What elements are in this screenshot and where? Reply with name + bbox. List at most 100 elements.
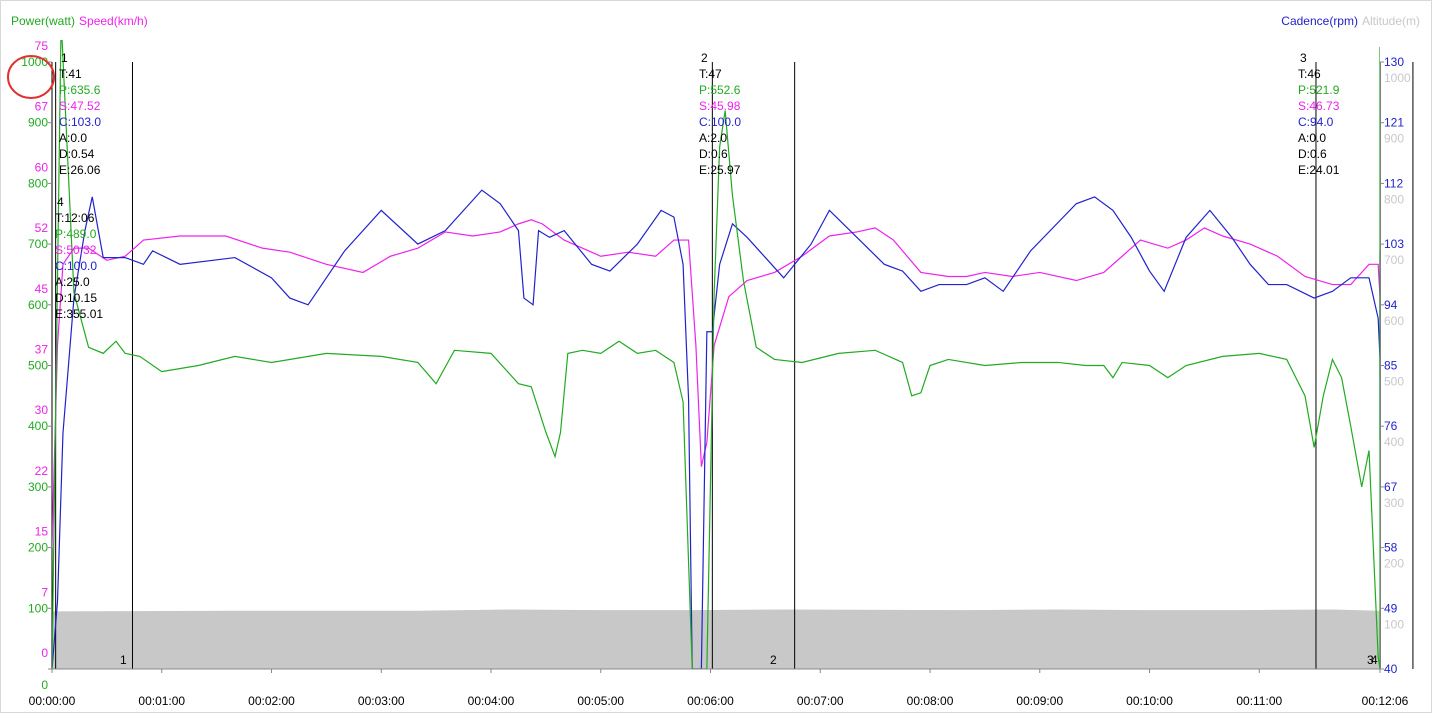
altitude-area (52, 609, 1380, 669)
x-tick-label: 00:00:00 (29, 694, 76, 708)
x-tick-label: 00:11:00 (1236, 694, 1282, 708)
lap-2-stat-T: T:47 (699, 67, 722, 81)
lap-1-stat-T: T:41 (59, 67, 82, 81)
power-tick-label: 600 (28, 298, 48, 312)
cadence-tick-label: 49 (1384, 601, 1398, 615)
legend-left: Power(watt) Speed(km/h) (11, 14, 152, 28)
power-tick-label: 0 (41, 678, 48, 692)
x-tick-label: 00:04:00 (468, 694, 515, 708)
annotation-circle (7, 55, 55, 99)
power-tick-label: 400 (28, 419, 48, 433)
legend-right: Cadence(rpm) Altitude(m) (1281, 14, 1420, 28)
lap-3-stat-C: C:94.0 (1298, 115, 1334, 129)
cadence-line (52, 189, 1380, 669)
lap-1-stat-E: E:26.06 (59, 163, 101, 177)
x-tick-label: 00:12:06 (1362, 694, 1409, 708)
altitude-tick-label: 200 (1384, 557, 1404, 571)
power-tick-label: 700 (28, 237, 48, 251)
altitude-tick-label: 800 (1384, 192, 1404, 206)
lap-bottom-label-1: 1 (120, 653, 127, 667)
cadence-tick-label: 76 (1384, 419, 1398, 433)
lap-1-stat-C: C:103.0 (59, 115, 101, 129)
lap-4-stat-T: T:12:06 (55, 211, 95, 225)
power-tick-label: 800 (28, 176, 48, 190)
lap-1-number: 1 (61, 51, 68, 65)
lap-1-stat-P: P:635.6 (59, 83, 101, 97)
lap-3-stat-T: T:46 (1298, 67, 1321, 81)
lap-4-stat-S: S:50.32 (55, 243, 97, 257)
x-tick-label: 00:05:00 (577, 694, 624, 708)
lap-4-stat-A: A:25.0 (55, 275, 90, 289)
lap-3-number: 3 (1300, 51, 1307, 65)
lap-4-stat-D: D:10.15 (55, 291, 97, 305)
altitude-tick-label: 900 (1384, 132, 1404, 146)
cadence-tick-label: 112 (1384, 176, 1403, 190)
speed-tick-label: 60 (35, 160, 49, 174)
altitude-tick-label: 700 (1384, 253, 1404, 267)
x-tick-label: 00:03:00 (358, 694, 405, 708)
speed-tick-label: 22 (35, 464, 49, 478)
speed-tick-label: 37 (35, 343, 49, 357)
legend-power[interactable]: Power(watt) (11, 14, 76, 28)
lap-2-stat-E: E:25.97 (699, 163, 741, 177)
x-tick-label: 00:08:00 (907, 694, 954, 708)
cadence-tick-label: 103 (1384, 237, 1404, 251)
cadence-tick-label: 58 (1384, 541, 1398, 555)
speed-tick-label: 15 (35, 525, 49, 539)
lap-3-stat-D: D:0.6 (1298, 147, 1327, 161)
lap-bottom-label-3: 3 (1367, 653, 1374, 667)
power-tick-label: 500 (28, 359, 48, 373)
power-line (52, 40, 1380, 669)
altitude-tick-label: 500 (1384, 375, 1404, 389)
lap-3-stat-A: A:0.0 (1298, 131, 1326, 145)
speed-tick-label: 67 (35, 100, 49, 114)
legend-cadence[interactable]: Cadence(rpm) (1281, 14, 1358, 28)
legend-altitude[interactable]: Altitude(m) (1361, 14, 1420, 28)
lap-4-stat-C: C:100.0 (55, 259, 97, 273)
lap-2-stat-P: P:552.6 (699, 83, 741, 97)
lap-1-stat-A: A:0.0 (59, 131, 87, 145)
x-tick-label: 00:01:00 (138, 694, 185, 708)
speed-tick-label: 0 (41, 646, 48, 660)
speed-tick-label: 75 (35, 39, 49, 53)
altitude-tick-label: 1000 (1384, 71, 1411, 85)
lap-2-stat-D: D:0.6 (699, 147, 728, 161)
x-tick-label: 00:07:00 (797, 694, 844, 708)
altitude-tick-label: 600 (1384, 314, 1404, 328)
cadence-tick-label: 67 (1384, 480, 1398, 494)
cadence-tick-label: 121 (1384, 116, 1404, 130)
cadence-tick-label: 94 (1384, 298, 1398, 312)
lap-3-stat-S: S:46.73 (1298, 99, 1340, 113)
speed-line (52, 219, 1380, 548)
legend-speed[interactable]: Speed(km/h) (79, 14, 148, 28)
x-tick-label: 00:06:00 (687, 694, 734, 708)
lap-4-stat-E: E:355.01 (55, 307, 103, 321)
lap-2-stat-S: S:45.98 (699, 99, 741, 113)
cadence-tick-label: 85 (1384, 359, 1398, 373)
altitude-tick-label: 400 (1384, 435, 1404, 449)
lap-bottom-label-4: 4 (1371, 653, 1378, 667)
speed-tick-label: 45 (35, 282, 49, 296)
cadence-tick-label: 130 (1384, 55, 1404, 69)
lap-3-stat-P: P:521.9 (1298, 83, 1340, 97)
lap-4-number: 4 (57, 195, 64, 209)
power-tick-label: 300 (28, 480, 48, 494)
lap-3-stat-E: E:24.01 (1298, 163, 1340, 177)
lap-2-stat-A: A:2.0 (699, 131, 727, 145)
lap-4-stat-P: P:489.0 (55, 227, 97, 241)
altitude-tick-label: 300 (1384, 496, 1404, 510)
cadence-tick-label: 40 (1384, 662, 1398, 676)
x-tick-label: 00:10:00 (1126, 694, 1173, 708)
speed-tick-label: 30 (35, 403, 49, 417)
x-tick-label: 00:02:00 (248, 694, 295, 708)
lap-bottom-label-2: 2 (770, 653, 777, 667)
power-tick-label: 200 (28, 541, 48, 555)
altitude-tick-label: 100 (1384, 617, 1404, 631)
speed-tick-label: 52 (35, 221, 49, 235)
lap-2-number: 2 (701, 51, 708, 65)
speed-tick-label: 7 (41, 585, 48, 599)
lap-2-stat-C: C:100.0 (699, 115, 741, 129)
power-tick-label: 900 (28, 116, 48, 130)
lap-1-stat-S: S:47.52 (59, 99, 101, 113)
